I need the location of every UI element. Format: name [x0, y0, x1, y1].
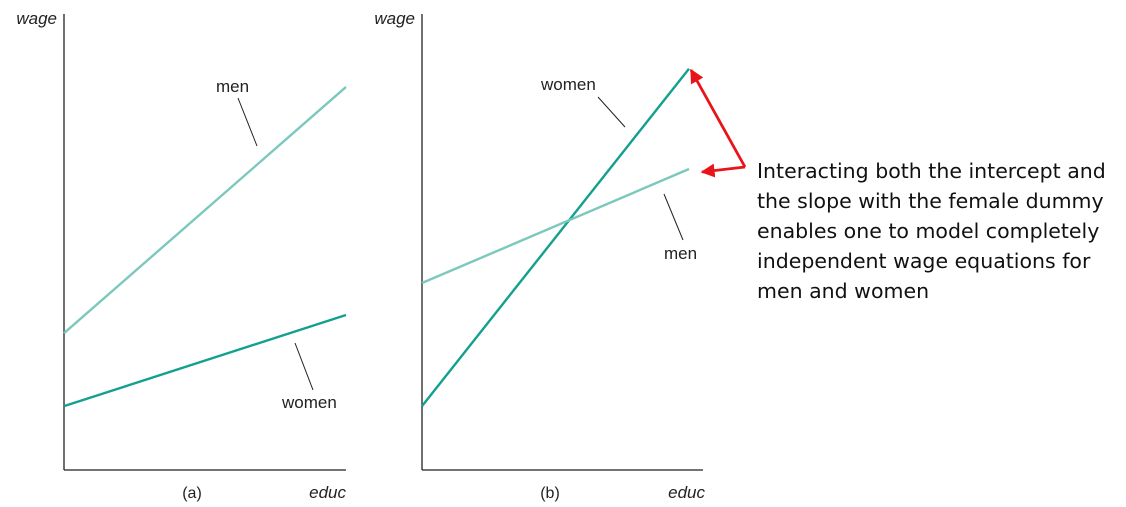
panel-a-y-axis-label: wage	[16, 9, 57, 28]
panel-b-label: (b)	[540, 485, 560, 502]
arrow-to-women-endpoint	[689, 68, 747, 168]
panel-a-women-leader	[294, 342, 314, 391]
panel-a-label: (a)	[182, 485, 202, 502]
annotation-arrows	[689, 68, 747, 178]
panel-b-men-leader	[663, 193, 684, 241]
arrow-to-men-endpoint	[700, 163, 746, 178]
annotation-text: Interacting both the intercept and the s…	[757, 159, 1106, 303]
panel-b-women-label: women	[540, 75, 596, 94]
panel-a-men-label: men	[216, 77, 249, 96]
panel-b-men-label: men	[664, 244, 697, 263]
panel-a-x-axis-label: educ	[309, 483, 346, 502]
panel-b-x-axis-label: educ	[668, 483, 705, 502]
panel-a-women-label: women	[281, 393, 337, 412]
panel-b: wage educ (b) women men	[374, 9, 705, 502]
panel-a: wage educ (a) men women	[16, 9, 347, 502]
panel-b-men-line	[421, 167, 690, 285]
panel-b-y-axis-label: wage	[374, 9, 415, 28]
panel-a-men-line	[63, 86, 347, 335]
panel-a-men-leader	[237, 97, 258, 147]
panel-a-women-line	[63, 313, 347, 408]
panel-b-women-line	[421, 67, 690, 407]
panel-b-women-leader	[597, 96, 626, 128]
